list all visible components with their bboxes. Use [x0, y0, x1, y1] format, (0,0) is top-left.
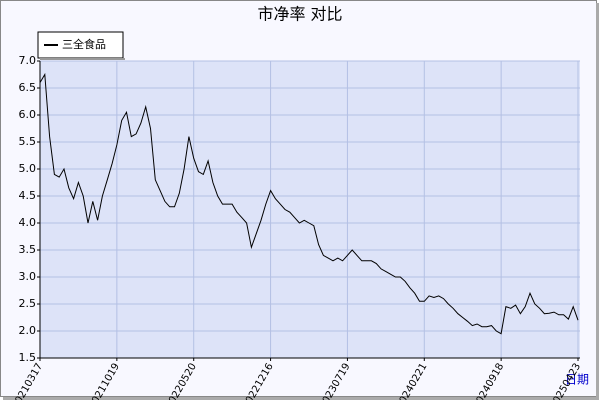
line-series [39, 72, 579, 335]
y-tick-label: 1.5 [19, 351, 37, 364]
y-tick-label: 6.0 [19, 108, 37, 121]
y-tick-label: 4.0 [19, 216, 37, 229]
x-axis-label: 日期 [565, 373, 589, 387]
y-tick-label: 3.0 [19, 270, 37, 283]
y-tick-label: 3.5 [19, 243, 37, 256]
y-tick-label: 2.0 [19, 324, 37, 337]
y-tick-label: 5.0 [19, 162, 37, 175]
y-tick-label: 4.5 [19, 189, 37, 202]
chart-title: 市净率 对比 [257, 5, 342, 24]
plot-area [40, 61, 580, 358]
y-tick-label: 7.0 [19, 54, 37, 67]
y-tick-label: 2.5 [19, 297, 37, 310]
y-tick-label: 5.5 [19, 135, 37, 148]
legend-shadow [40, 58, 125, 60]
y-tick-label: 6.5 [19, 81, 37, 94]
legend-label: 三全食品 [62, 37, 106, 51]
